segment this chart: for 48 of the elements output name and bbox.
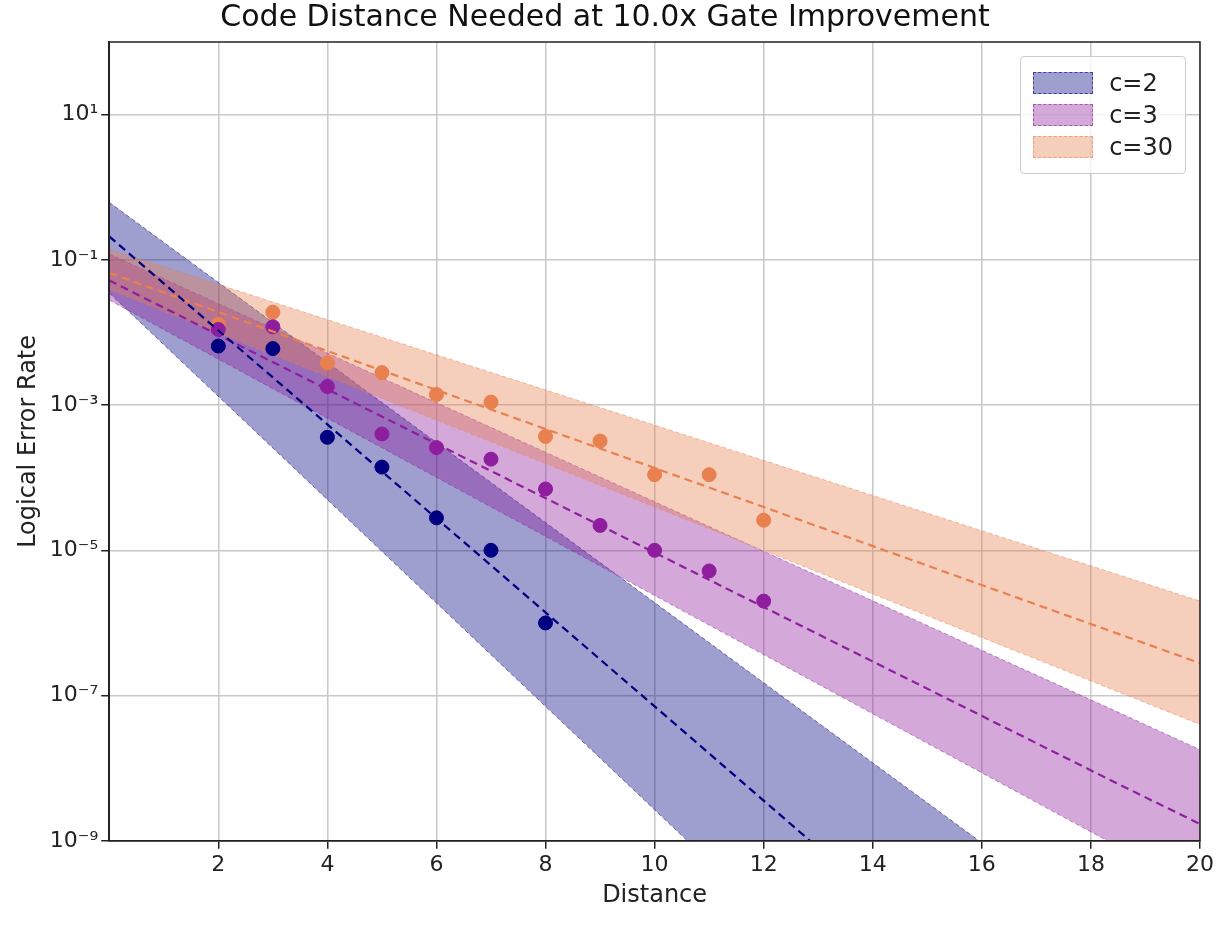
legend-label: c=30 — [1109, 133, 1173, 161]
point — [319, 379, 335, 395]
point — [483, 451, 499, 467]
point — [319, 429, 335, 445]
chart-title: Code Distance Needed at 10.0x Gate Improvement — [220, 0, 990, 33]
x-tick-label: 2 — [211, 850, 226, 876]
point — [374, 459, 390, 475]
point — [210, 338, 226, 354]
y-tick-label: 10⁻⁹ — [49, 826, 99, 852]
point — [701, 467, 717, 483]
point — [428, 386, 444, 402]
point — [647, 467, 663, 483]
x-tick-label: 14 — [858, 850, 887, 876]
y-axis-title: Logical Error Rate — [12, 334, 41, 548]
x-tick-label: 4 — [320, 850, 335, 876]
x-tick-label: 20 — [1186, 850, 1214, 876]
point — [374, 426, 390, 442]
x-tick-label: 18 — [1076, 850, 1105, 876]
y-tick-label: 10⁻⁵ — [49, 536, 99, 562]
point — [538, 615, 554, 631]
point — [265, 341, 281, 357]
x-tick-label: 12 — [749, 850, 778, 876]
point — [756, 593, 772, 609]
point — [538, 481, 554, 497]
point — [428, 510, 444, 526]
legend-label: c=3 — [1109, 101, 1158, 129]
point — [647, 542, 663, 558]
point — [319, 355, 335, 371]
y-tick-label: 10⁻⁷ — [49, 681, 99, 707]
y-tick-label: 10⁻³ — [49, 390, 99, 416]
y-tick-label: 10⁻¹ — [49, 245, 99, 271]
point — [756, 512, 772, 528]
y-tick-label: 10¹ — [61, 100, 99, 126]
x-tick-label: 10 — [640, 850, 669, 876]
point — [538, 428, 554, 444]
point — [701, 563, 717, 579]
legend-label: c=2 — [1109, 69, 1158, 97]
point — [428, 440, 444, 456]
point — [374, 365, 390, 381]
x-tick-label: 6 — [429, 850, 444, 876]
point — [483, 542, 499, 558]
x-tick-label: 16 — [967, 850, 996, 876]
x-tick-label: 8 — [538, 850, 553, 876]
point — [592, 433, 608, 449]
point — [483, 394, 499, 410]
x-axis-title: Distance — [602, 879, 708, 908]
point — [592, 517, 608, 533]
point — [265, 304, 281, 320]
